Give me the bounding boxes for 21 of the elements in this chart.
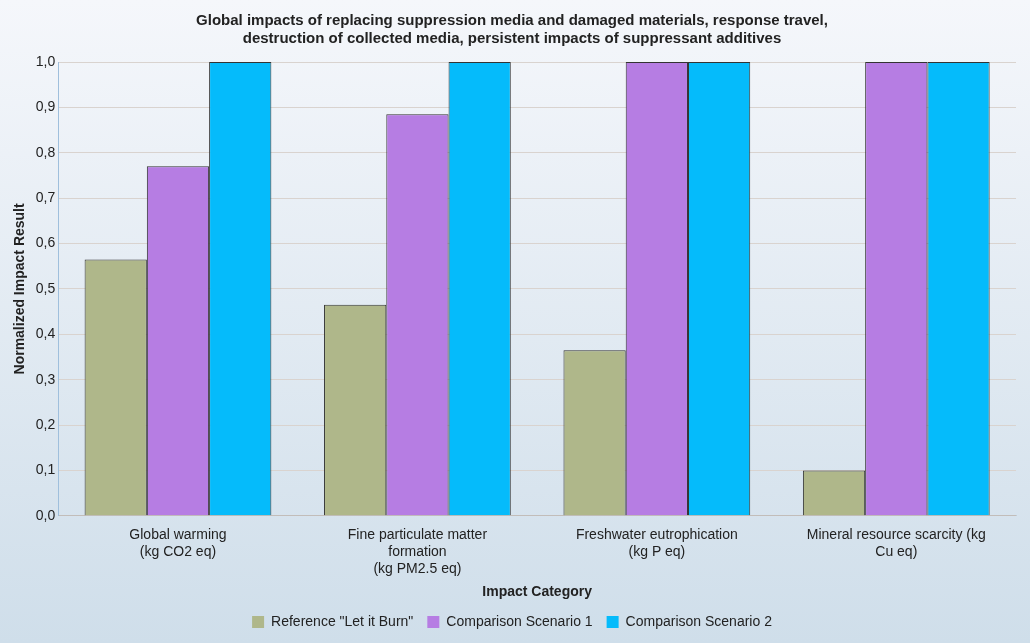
y-tick-label: 0,4 xyxy=(35,325,56,342)
y-tick-label: 1,0 xyxy=(35,52,56,69)
y-tick-label: 0,1 xyxy=(35,461,56,478)
legend-label: Reference "Let it Burn" xyxy=(271,612,414,629)
y-tick-label: 0,0 xyxy=(35,506,56,523)
chart-title: Global impacts of replacing suppression media and damaged materials, response travel, destruction of collected media, persistent impacts of suppressant additives xyxy=(196,11,828,47)
y-tick-label: 0,3 xyxy=(35,370,56,387)
y-tick-label: 0,6 xyxy=(35,234,56,251)
x-tick-label: Global warming (kg CO2 eq) xyxy=(129,526,227,559)
legend-label: Comparison Scenario 1 xyxy=(446,612,593,629)
y-tick-label: 0,5 xyxy=(35,279,56,296)
y-axis-title: Normalized Impact Result xyxy=(11,202,28,375)
x-tick-label: Mineral resource scarcity (kg Cu eq) xyxy=(806,526,986,559)
x-axis-title: Impact Category xyxy=(482,583,593,600)
x-tick-label: Fine particulate matter formation (kg PM2.5 eq) xyxy=(347,526,488,576)
x-tick-label: Freshwater eutrophication (kg P eq) xyxy=(575,526,738,559)
y-tick-label: 0,7 xyxy=(35,189,56,205)
legend-label: Comparison Scenario 2 xyxy=(625,612,773,629)
y-tick-label: 0,8 xyxy=(35,143,56,160)
y-tick-label: 0,2 xyxy=(35,415,56,432)
y-tick-label: 0,9 xyxy=(35,98,56,115)
